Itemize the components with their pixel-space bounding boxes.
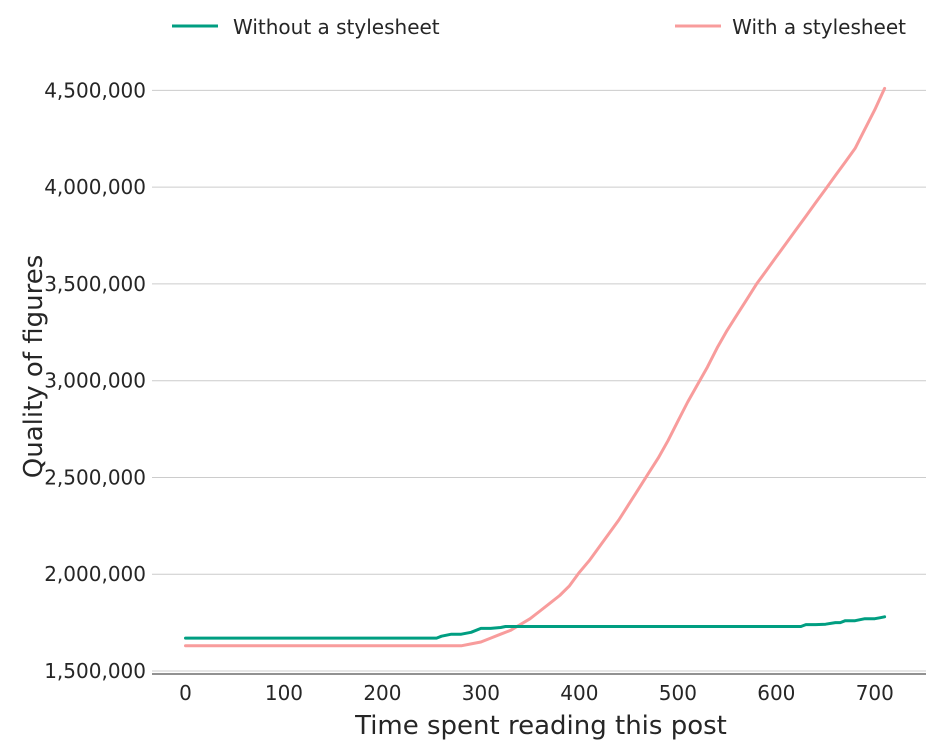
legend: Without a stylesheet With a stylesheet: [172, 15, 906, 39]
legend-label-with-stylesheet: With a stylesheet: [732, 15, 906, 39]
x-axis-title: Time spent reading this post: [354, 711, 727, 741]
grid-lines: [152, 89, 926, 672]
x-tick-label: 700: [856, 681, 894, 705]
y-tick-label: 3,500,000: [44, 272, 146, 296]
y-tick-label: 3,000,000: [44, 369, 146, 393]
y-tick-label: 2,500,000: [44, 465, 146, 489]
series-line-with-stylesheet: [184, 86, 887, 648]
y-tick-label: 1,500,000: [44, 659, 146, 683]
y-tick-label: 4,000,000: [44, 175, 146, 199]
x-tick-label: 100: [265, 681, 303, 705]
x-tick-label: 200: [363, 681, 401, 705]
x-tick-label: 400: [560, 681, 598, 705]
x-tick-labels: 0 100 200 300 400 500 600 700: [179, 681, 894, 705]
series-line-without-stylesheet: [184, 615, 887, 640]
y-axis-title: Quality of figures: [19, 255, 49, 479]
y-tick-label: 2,000,000: [44, 562, 146, 586]
y-tick-labels: 1,500,000 2,000,000 2,500,000 3,000,000 3,50…: [44, 78, 146, 683]
x-tick-label: 600: [757, 681, 795, 705]
x-tick-label: 300: [462, 681, 500, 705]
x-tick-label: 500: [659, 681, 697, 705]
series-lines: [184, 86, 887, 648]
legend-label-without-stylesheet: Without a stylesheet: [233, 15, 440, 39]
x-tick-label: 0: [179, 681, 192, 705]
y-tick-label: 4,500,000: [44, 78, 146, 102]
